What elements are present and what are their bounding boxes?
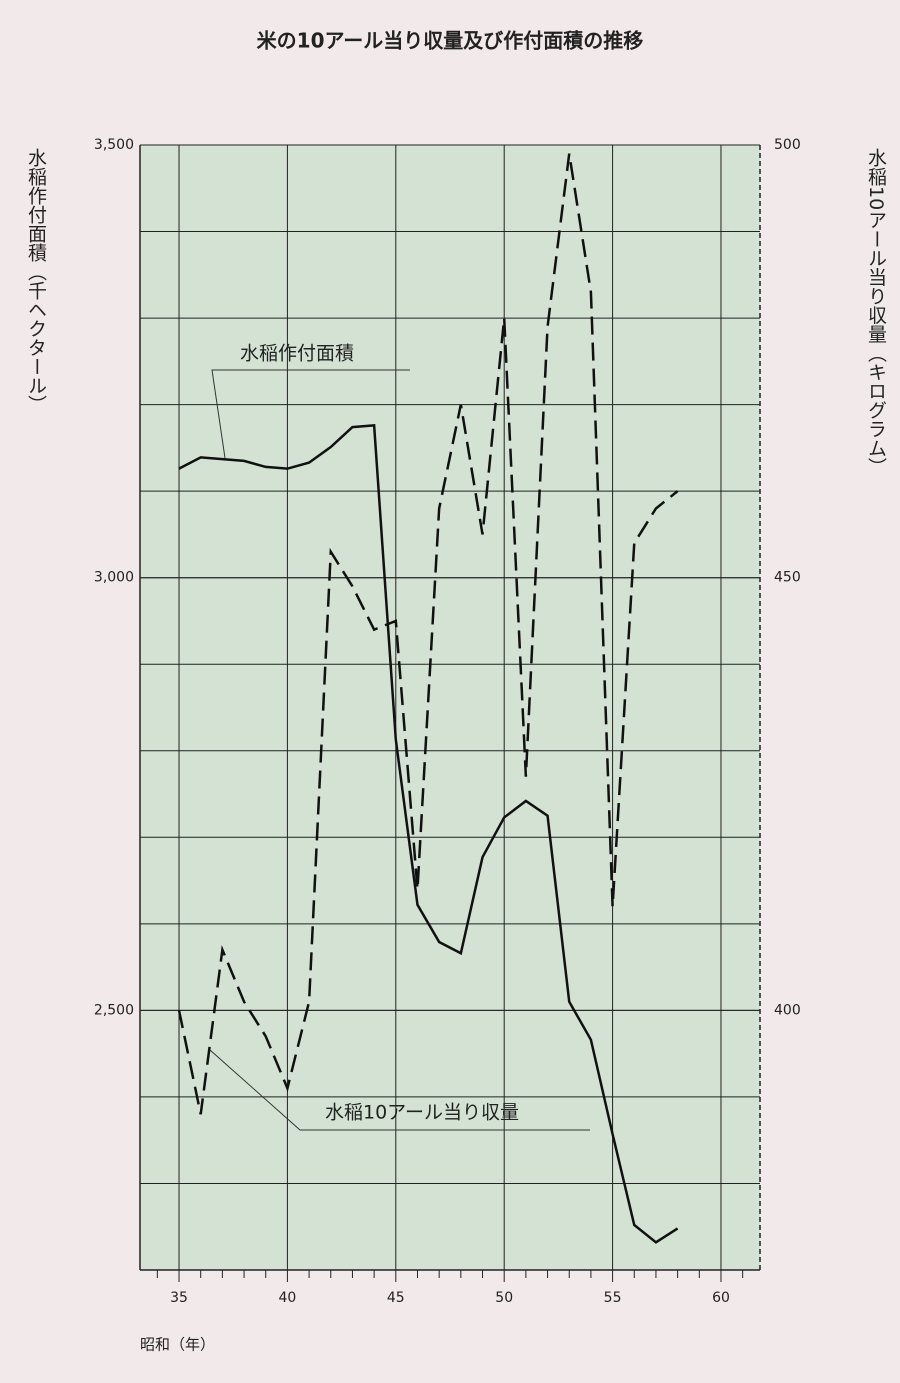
y-axis-label: 水稲作付面積（千ヘクタール） [25,148,47,414]
x-tick-label: 60 [712,1290,730,1306]
plot-area [139,145,761,1271]
chart-title: 米の10アール当り収量及び作付面積の推移 [257,29,644,53]
x-tick-label: 35 [170,1290,188,1306]
legend-label: 水稲作付面積 [240,343,354,365]
y2-tick-label: 450 [774,570,801,586]
leader-line [211,369,410,459]
x-tick-label: 40 [278,1290,296,1306]
data-line [177,153,679,1115]
y-tick-label: 3,500 [94,137,134,153]
x-tick-label: 55 [604,1290,622,1306]
leader-line [209,1049,590,1131]
y-tick-label: 3,000 [94,570,134,586]
y-tick-label: 2,500 [94,1002,134,1018]
plot-background [140,145,760,1270]
y2-tick-label: 400 [774,1002,801,1018]
x-axis-label: 昭和（年） [140,1336,215,1354]
y2-axis-label: 水稲10アール当り収量（キログラム） [865,148,887,476]
y2-tick-label: 500 [774,137,801,153]
x-tick-label: 45 [387,1290,405,1306]
legend-label: 水稲10アール当り収量 [325,1102,519,1124]
x-tick-label: 50 [495,1290,513,1306]
data-line [178,424,679,1244]
